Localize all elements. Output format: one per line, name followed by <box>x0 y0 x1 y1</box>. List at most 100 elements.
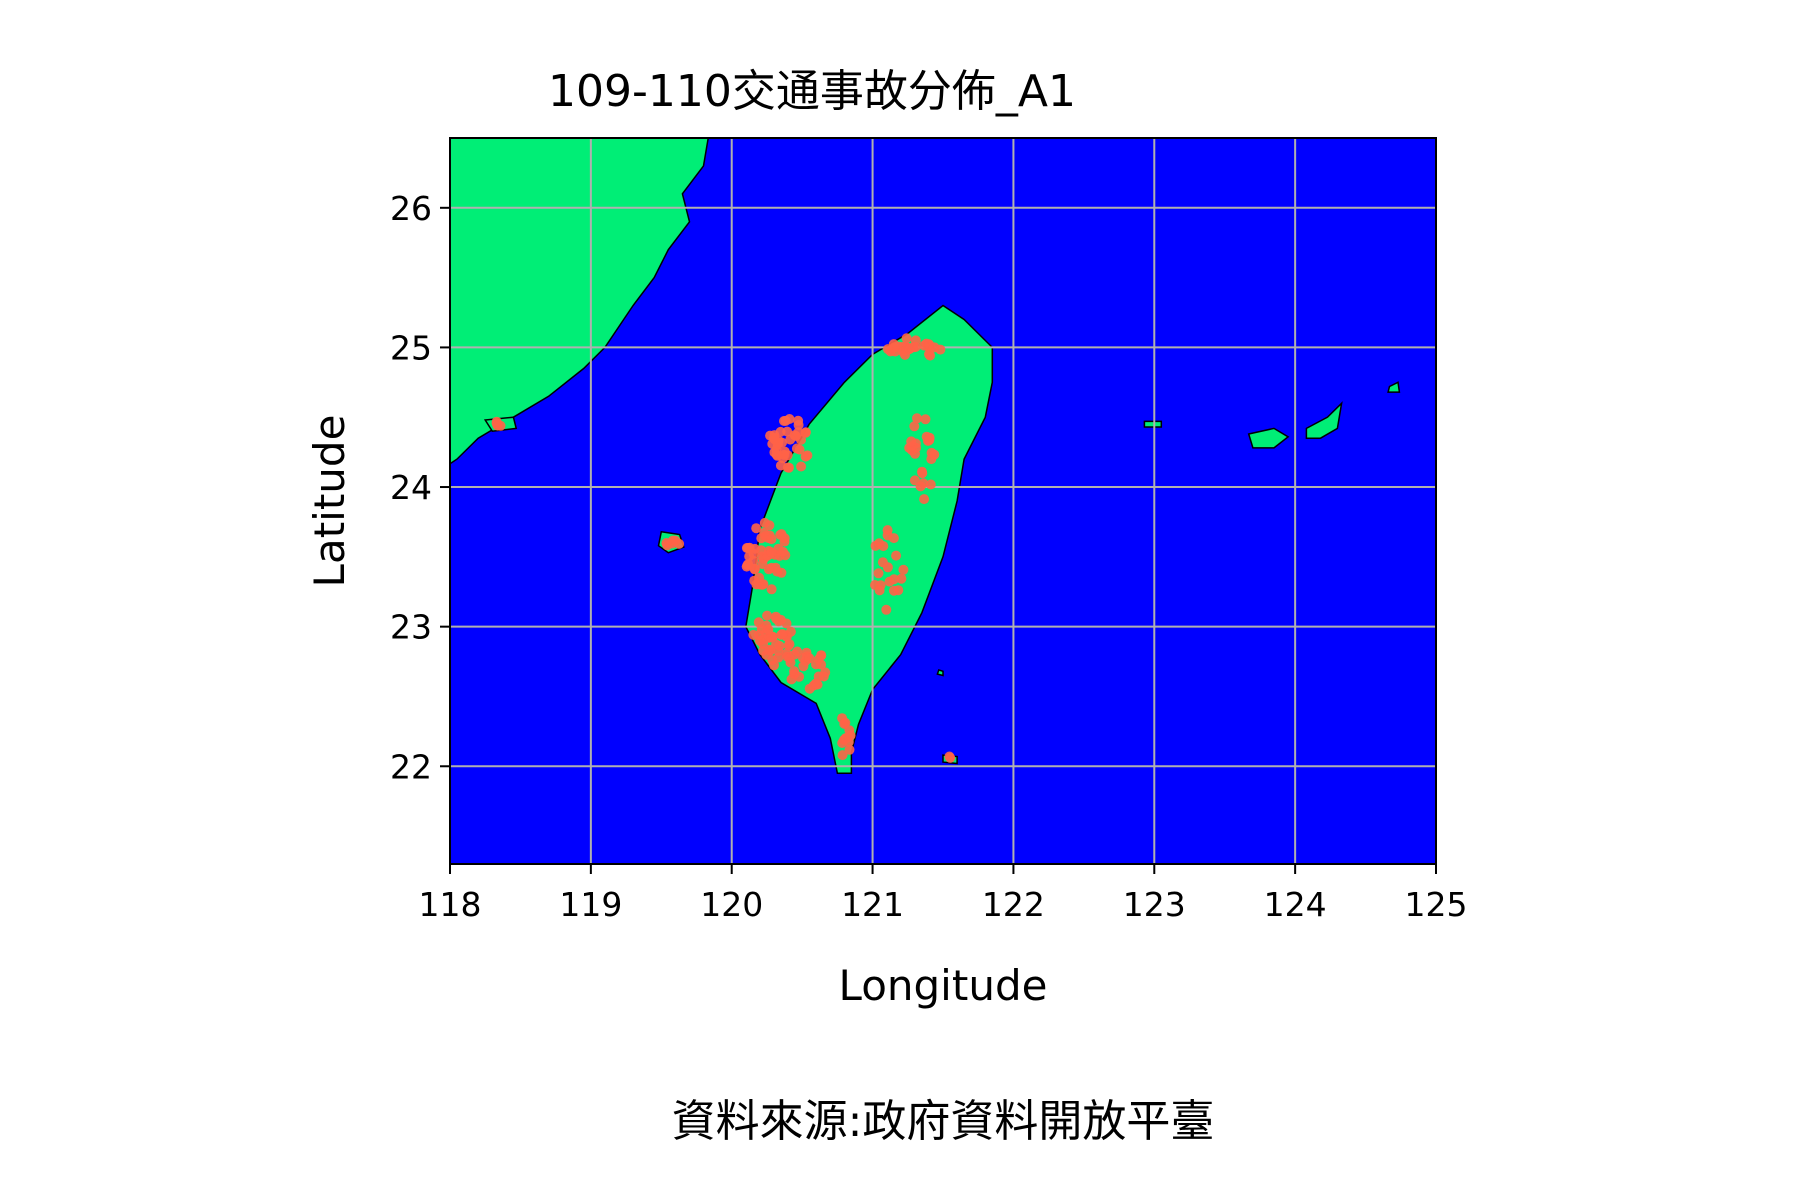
accident-point <box>919 340 930 351</box>
accident-point <box>779 536 790 547</box>
land-iriomote <box>1247 427 1290 449</box>
y-tick-label: 23 <box>390 608 432 647</box>
accident-point <box>800 427 811 438</box>
plot-area <box>449 137 1437 865</box>
grid-lines <box>450 138 1436 864</box>
accident-point <box>843 737 854 747</box>
x-tick-label: 125 <box>1405 885 1468 924</box>
accident-point <box>896 573 907 584</box>
accident-point <box>765 645 776 656</box>
accident-point <box>782 462 793 473</box>
x-tick-label: 119 <box>559 885 622 924</box>
accident-point <box>891 550 902 561</box>
accident-point <box>771 613 782 624</box>
x-tick-label: 123 <box>1123 885 1186 924</box>
accident-point <box>773 652 784 663</box>
accident-point <box>766 534 777 545</box>
accident-point <box>935 344 946 355</box>
accident-point <box>758 645 769 656</box>
accident-point <box>925 479 936 490</box>
accident-point <box>874 538 885 549</box>
accident-point <box>783 640 794 651</box>
accident-point <box>917 468 928 479</box>
land-yonaguni <box>1143 420 1163 428</box>
accident-point <box>796 434 806 445</box>
land-mainland-china <box>450 138 709 465</box>
accident-point <box>785 657 796 668</box>
data-source-note: 資料來源:政府資料開放平臺 <box>672 1096 1215 1147</box>
accident-point <box>901 333 912 344</box>
accident-point <box>792 646 803 657</box>
accident-point <box>749 543 760 554</box>
accident-point <box>769 434 780 445</box>
accident-point <box>764 520 775 531</box>
y-axis-label: Latitude <box>305 415 354 588</box>
accident-point <box>844 744 855 755</box>
x-tick-label: 124 <box>1264 885 1327 924</box>
accident-point <box>898 564 909 575</box>
accident-point <box>794 671 805 682</box>
accident-point <box>794 444 805 455</box>
x-axis-label: Longitude <box>839 961 1048 1010</box>
accident-point <box>782 450 793 461</box>
land-green-island <box>936 668 944 677</box>
accident-point <box>882 562 893 573</box>
land-miyako <box>1387 381 1401 393</box>
accident-point <box>766 632 777 643</box>
accident-point <box>753 617 764 628</box>
accident-point <box>816 659 827 670</box>
accident-point <box>777 629 788 639</box>
accident-point <box>915 481 926 492</box>
accident-point <box>757 559 768 570</box>
accident-point <box>778 546 788 557</box>
x-tick-label: 120 <box>700 885 763 924</box>
accident-points <box>491 333 956 763</box>
accident-point <box>889 585 899 596</box>
accident-point <box>781 618 792 629</box>
accident-point <box>837 750 848 761</box>
chart-title: 109-110交通事故分佈_A1 <box>548 66 1076 117</box>
accident-point <box>785 626 796 637</box>
accident-point <box>944 751 955 762</box>
accident-point <box>798 661 809 672</box>
accident-point <box>874 585 885 596</box>
y-tick-label: 24 <box>390 468 432 507</box>
x-tick-label: 122 <box>982 885 1045 924</box>
plot-frame <box>449 137 1437 865</box>
accident-point <box>741 543 752 553</box>
accident-point <box>796 461 807 472</box>
accident-point <box>900 349 910 360</box>
accident-point <box>741 561 752 572</box>
accident-point <box>758 639 769 649</box>
y-tick-label: 22 <box>390 747 432 786</box>
accident-point <box>912 413 922 424</box>
axis-ticks: 118 119 120 121 122 123 124 125 22 23 24 25 26 <box>390 189 1468 924</box>
y-tick-label: 26 <box>390 189 432 228</box>
accident-point <box>776 529 787 540</box>
accident-point <box>909 421 920 432</box>
x-tick-label: 118 <box>419 885 482 924</box>
accident-point <box>749 575 760 586</box>
accident-point <box>884 576 895 587</box>
accident-point <box>804 653 815 664</box>
accident-point <box>800 451 811 462</box>
accident-point <box>924 349 934 360</box>
accident-point <box>919 494 930 505</box>
accident-point <box>763 624 774 635</box>
accident-point <box>924 434 935 445</box>
accident-point <box>772 566 783 577</box>
land-ishigaki <box>1305 401 1343 439</box>
accident-point <box>751 523 762 534</box>
accident-point <box>929 449 940 460</box>
accident-point <box>780 415 791 426</box>
accident-point <box>491 416 502 427</box>
accident-point <box>762 610 773 621</box>
accident-point <box>881 604 892 615</box>
accident-point <box>766 584 777 595</box>
accident-point <box>772 450 783 461</box>
accident-point <box>744 551 755 562</box>
y-tick-label: 25 <box>390 328 432 367</box>
accident-point <box>920 414 931 425</box>
accident-point <box>810 678 821 689</box>
